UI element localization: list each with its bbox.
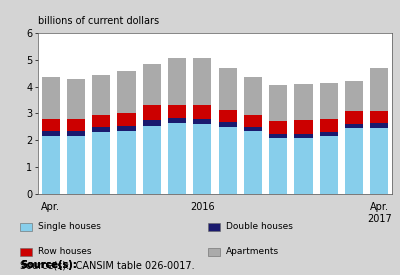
Bar xyxy=(294,134,313,138)
Bar xyxy=(42,136,60,194)
Bar xyxy=(370,128,388,194)
Bar xyxy=(269,85,287,122)
Text: 2016: 2016 xyxy=(190,202,215,212)
Bar xyxy=(92,132,110,194)
Bar xyxy=(168,104,186,118)
Bar xyxy=(244,115,262,127)
Bar xyxy=(143,125,161,194)
Text: Single houses: Single houses xyxy=(38,222,101,231)
Text: Apr.: Apr. xyxy=(41,202,60,212)
Text: Source(s):: Source(s): xyxy=(20,260,77,270)
Bar xyxy=(67,119,85,131)
Bar xyxy=(117,113,136,125)
Bar xyxy=(117,125,136,131)
Bar xyxy=(345,81,363,111)
Bar xyxy=(117,71,136,113)
Bar xyxy=(218,68,237,110)
Text: Row houses: Row houses xyxy=(38,247,92,256)
Bar xyxy=(168,118,186,123)
Bar xyxy=(370,111,388,123)
Text: Double houses: Double houses xyxy=(226,222,293,231)
Bar xyxy=(218,127,237,194)
Bar xyxy=(67,79,85,119)
Bar xyxy=(294,84,313,120)
Bar xyxy=(193,104,212,119)
Bar xyxy=(320,119,338,132)
Bar xyxy=(42,77,60,119)
Bar xyxy=(168,58,186,104)
Bar xyxy=(269,138,287,194)
Text: Apartments: Apartments xyxy=(226,247,279,256)
Bar xyxy=(218,122,237,127)
Bar xyxy=(117,131,136,194)
Bar xyxy=(244,131,262,194)
Bar xyxy=(193,119,212,124)
Bar xyxy=(92,127,110,132)
Bar xyxy=(143,105,161,120)
Bar xyxy=(345,128,363,194)
Text: billions of current dollars: billions of current dollars xyxy=(38,16,159,26)
Bar xyxy=(42,119,60,131)
Bar xyxy=(193,58,212,104)
Text: Apr.
2017: Apr. 2017 xyxy=(367,202,392,224)
Bar xyxy=(42,131,60,136)
Bar xyxy=(294,120,313,134)
Bar xyxy=(370,68,388,111)
Bar xyxy=(92,115,110,127)
Bar xyxy=(67,136,85,194)
Bar xyxy=(193,124,212,194)
Bar xyxy=(244,127,262,131)
Bar xyxy=(370,123,388,128)
Bar xyxy=(320,82,338,119)
Bar xyxy=(345,124,363,128)
Text: Source(s):: Source(s): xyxy=(20,260,77,270)
Bar xyxy=(345,111,363,124)
Bar xyxy=(218,110,237,122)
Bar xyxy=(67,131,85,136)
Text: Source(s):  CANSIM table 026-0017.: Source(s): CANSIM table 026-0017. xyxy=(20,260,195,270)
Bar xyxy=(143,120,161,125)
Bar xyxy=(168,123,186,194)
Bar xyxy=(269,122,287,134)
Bar xyxy=(244,77,262,115)
Bar xyxy=(320,132,338,136)
Bar xyxy=(269,134,287,138)
Bar xyxy=(294,138,313,194)
Bar xyxy=(320,136,338,194)
Bar xyxy=(143,64,161,105)
Bar xyxy=(92,75,110,115)
